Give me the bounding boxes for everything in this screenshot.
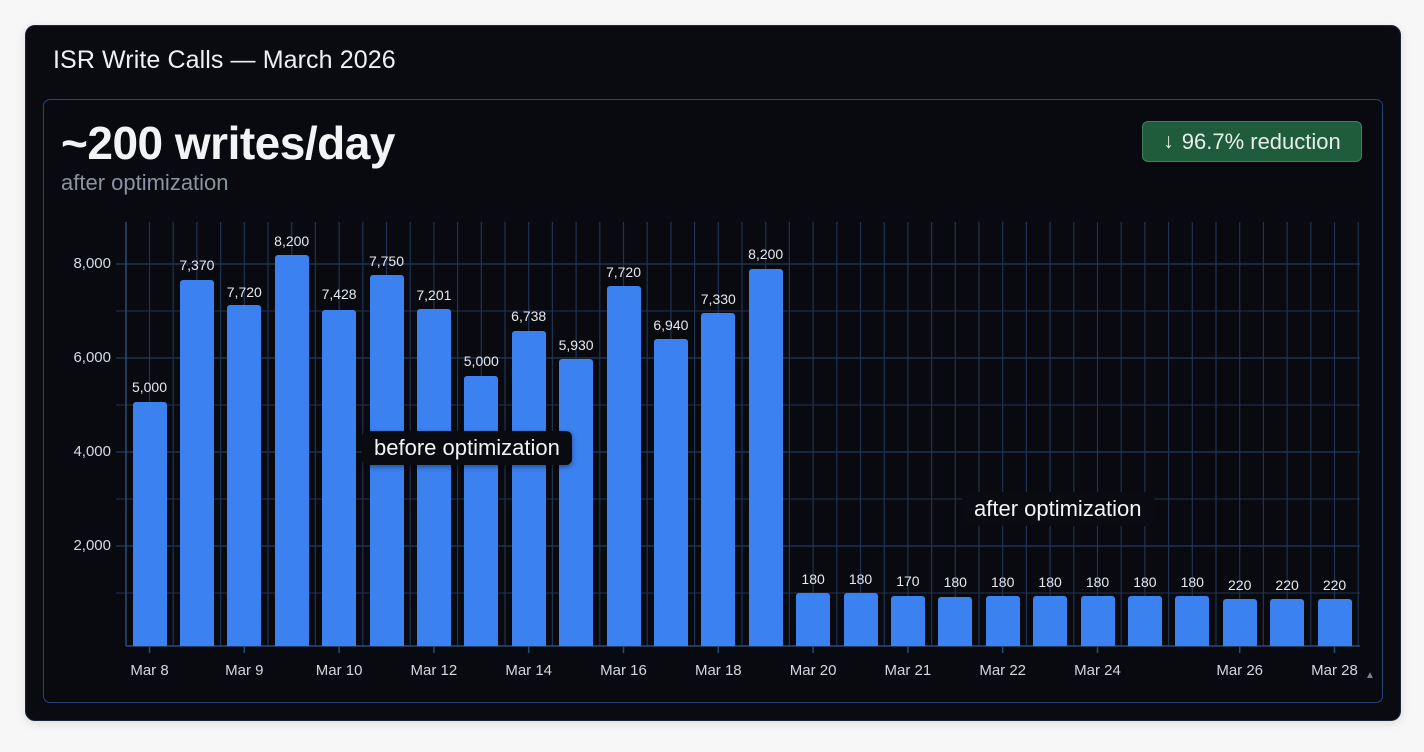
x-axis-tick-label: Mar 22 [979,662,1027,679]
x-axis-tick-label: Mar 10 [315,662,363,679]
bar-value-label: 7,750 [368,253,405,269]
x-axis-tick-label: Mar 14 [505,662,553,679]
bar[interactable] [322,310,357,646]
bar-value-label: 180 [848,571,873,587]
x-axis-tick-label: Mar 20 [789,662,837,679]
bar[interactable] [796,593,831,646]
x-axis-tick-label: Mar 12 [410,662,458,679]
bar[interactable] [559,359,594,646]
bar-value-label: 180 [801,571,825,587]
x-axis-tick-label: Mar 8 [130,662,169,679]
bar[interactable] [701,313,736,646]
bar-value-label: 5,000 [131,379,168,395]
bar-value-label: 5,000 [463,353,499,369]
bar-value-label: 220 [1228,577,1252,593]
bar-value-label: 7,370 [179,257,215,273]
x-axis-tick-label: Mar 26 [1216,662,1264,679]
y-axis-tick-label: 8,000 [73,255,111,272]
x-axis-tick-label: Mar 16 [600,662,647,679]
y-axis-tick-label: 2,000 [73,537,111,554]
bar-value-label: 7,330 [700,291,736,307]
bar[interactable] [1175,596,1210,646]
x-axis-tick-label: Mar 9 [225,662,264,679]
bar-value-label: 6,738 [511,308,547,324]
bar-value-label: 7,720 [605,264,642,280]
resize-handle-icon[interactable]: ▲ [1365,670,1375,681]
x-axis-tick-label: Mar 28 [1311,662,1358,679]
reduction-badge-text: 96.7% reduction [1181,128,1341,154]
bar[interactable] [511,331,546,646]
reduction-badge: ↓ 96.7% reduction [1142,121,1362,162]
bar[interactable] [416,309,451,646]
bar-value-label: 7,428 [321,286,357,302]
bar-value-label: 180 [1038,574,1062,590]
bar[interactable] [274,255,309,646]
bar[interactable] [1033,596,1068,646]
bar-value-label: 180 [1085,574,1110,590]
x-axis-tick-label: Mar 21 [884,662,932,679]
bar-value-label: 5,930 [558,337,594,353]
bar-value-label: 7,720 [226,284,262,300]
bar[interactable] [227,305,262,646]
bar[interactable] [1080,596,1115,646]
bar[interactable] [1222,599,1257,646]
bar-value-label: 8,200 [748,246,784,262]
bar-value-label: 180 [943,574,967,590]
bar[interactable] [1127,596,1162,646]
bar-value-label: 180 [1133,574,1157,590]
bar[interactable] [1270,599,1305,646]
bar-value-label: 220 [1275,577,1299,593]
y-axis-tick-label: 4,000 [73,443,111,460]
bar[interactable] [1317,599,1352,646]
arrow-down-icon: ↓ [1163,129,1174,153]
bar[interactable] [843,593,878,646]
bar-value-label: 180 [1180,574,1204,590]
x-axis-tick-label: Mar 18 [694,662,742,679]
annotation-before: before optimization [362,431,572,465]
bar[interactable] [890,596,925,646]
bar[interactable] [653,339,688,646]
bar[interactable] [179,280,214,646]
x-axis-tick-label: Mar 24 [1074,662,1121,679]
bar[interactable] [985,596,1020,646]
bar-value-label: 8,200 [274,233,310,249]
bar[interactable] [938,597,973,646]
bar-value-label: 7,201 [416,287,452,303]
annotation-after: after optimization [962,492,1154,526]
headline-subtitle: after optimization [61,170,229,195]
bar-value-label: 170 [896,573,920,589]
bar-value-label: 180 [991,574,1015,590]
bar[interactable] [748,269,783,646]
bar[interactable] [464,376,499,646]
headline-metric: ~200 writes/day [61,117,395,169]
bar-value-label: 220 [1322,577,1347,593]
bar[interactable] [132,402,167,646]
bar[interactable] [606,286,641,646]
y-axis-tick-label: 6,000 [73,349,111,366]
bar-value-label: 6,940 [653,317,689,333]
card-title: ISR Write Calls — March 2026 [53,46,396,74]
